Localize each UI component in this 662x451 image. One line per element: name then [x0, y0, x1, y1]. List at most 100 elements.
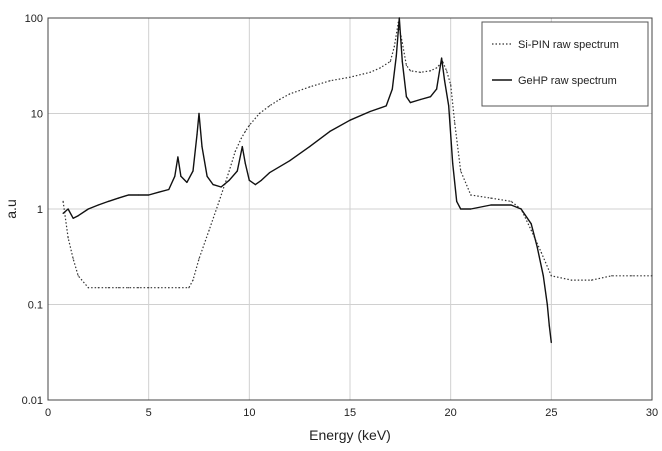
- data-point: [107, 200, 109, 202]
- data-point: [452, 162, 454, 164]
- data-point: [460, 208, 462, 210]
- plot-frame: [47, 17, 653, 401]
- data-point: [158, 287, 160, 289]
- data-point: [244, 162, 246, 164]
- data-point: [349, 119, 351, 121]
- data-point: [546, 303, 548, 306]
- data-point: [127, 287, 130, 289]
- data-point: [220, 186, 222, 188]
- data-point: [178, 287, 180, 289]
- data-point: [631, 275, 633, 277]
- data-point: [158, 191, 160, 193]
- data-point: [398, 17, 400, 19]
- data-point: [454, 122, 456, 124]
- data-point: [208, 229, 210, 231]
- data-point: [186, 181, 188, 183]
- data-point: [148, 194, 150, 196]
- data-point: [444, 80, 446, 82]
- data-point: [168, 287, 170, 289]
- data-point: [97, 287, 99, 289]
- data-point: [289, 93, 291, 95]
- data-point: [536, 246, 538, 248]
- data-point: [97, 204, 99, 206]
- x-axis-title: Energy (keV): [309, 427, 391, 443]
- data-point: [470, 208, 472, 210]
- data-point: [530, 229, 532, 231]
- legend-label-gehp: GeHP raw spectrum: [518, 75, 617, 87]
- data-point: [268, 105, 271, 107]
- data-point: [248, 124, 250, 126]
- data-point: [329, 80, 331, 82]
- data-point: [369, 110, 371, 113]
- data-point: [188, 287, 190, 289]
- data-point: [248, 179, 250, 181]
- data-point: [174, 175, 176, 177]
- data-point: [329, 130, 331, 132]
- data-point: [228, 170, 230, 172]
- x-axis-ticks: 0 5 10 15 20 25 30: [45, 407, 658, 419]
- data-point: [198, 112, 200, 115]
- data-point: [369, 71, 371, 73]
- data-point: [62, 212, 64, 214]
- data-point: [490, 204, 492, 206]
- data-point: [441, 57, 443, 59]
- data-point: [67, 237, 69, 239]
- data-point: [218, 200, 220, 202]
- data-point: [409, 70, 411, 72]
- data-point: [448, 105, 450, 107]
- data-point: [201, 146, 203, 148]
- data-point: [490, 197, 492, 199]
- data-point: [548, 325, 550, 327]
- data-point: [77, 215, 79, 217]
- y-tick-label: 0.01: [22, 395, 43, 407]
- data-point: [520, 208, 522, 210]
- data-point: [309, 86, 311, 88]
- data-point: [87, 208, 89, 210]
- data-point: [192, 170, 194, 172]
- data-point: [168, 188, 170, 191]
- data-point: [309, 146, 311, 148]
- data-point: [436, 67, 438, 69]
- data-point: [450, 84, 452, 86]
- data-point: [244, 130, 246, 132]
- data-point: [138, 287, 140, 289]
- data-point: [117, 197, 120, 199]
- data-point: [254, 184, 256, 186]
- data-point: [446, 70, 448, 72]
- legend: Si-PIN raw spectrum GeHP raw spectrum: [481, 21, 649, 107]
- data-point: [379, 67, 381, 69]
- data-point: [393, 46, 395, 48]
- data-point: [206, 175, 208, 177]
- data-point: [67, 208, 69, 210]
- y-axis-title: a.u: [3, 199, 19, 218]
- x-tick-label: 10: [243, 407, 255, 419]
- data-point: [177, 156, 179, 158]
- data-point: [510, 200, 512, 202]
- data-point: [258, 112, 260, 115]
- data-point: [540, 251, 542, 254]
- data-point: [278, 98, 281, 101]
- data-point: [268, 172, 271, 174]
- data-point: [349, 76, 351, 78]
- data-point: [241, 146, 243, 148]
- data-point: [429, 96, 432, 98]
- data-point: [429, 70, 432, 72]
- data-point: [198, 258, 200, 260]
- data-point: [651, 275, 653, 277]
- data-point: [228, 179, 230, 181]
- data-point: [107, 287, 109, 289]
- x-tick-label: 30: [646, 407, 658, 419]
- data-point: [127, 194, 130, 196]
- data-point: [405, 64, 407, 66]
- y-axis-ticks: 0.01 0.1 1 10 100: [22, 13, 43, 407]
- x-tick-label: 5: [146, 407, 152, 419]
- data-point: [260, 179, 262, 181]
- data-point: [409, 102, 411, 104]
- x-tick-label: 0: [45, 407, 51, 419]
- data-point: [542, 275, 544, 277]
- data-point: [62, 200, 64, 202]
- data-point: [436, 88, 438, 90]
- data-point: [117, 287, 120, 289]
- data-point: [530, 223, 532, 225]
